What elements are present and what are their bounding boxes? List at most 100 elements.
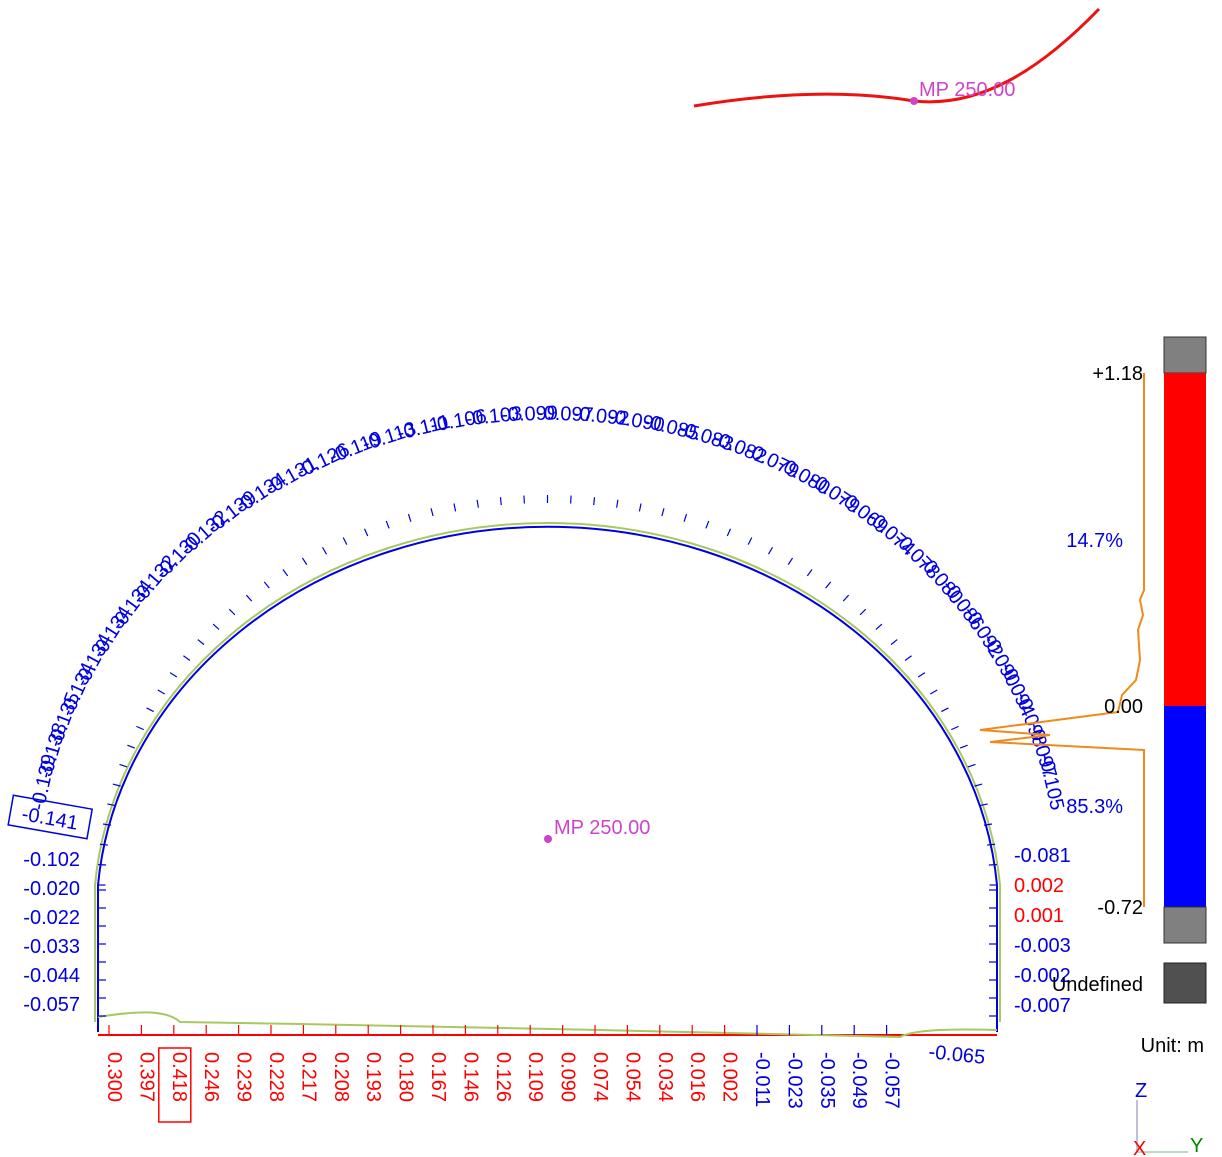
arch-tick: [385, 520, 390, 529]
arch-tick: [263, 581, 270, 589]
right-wall-value: -0.002: [1014, 965, 1071, 987]
arch-tick: [983, 823, 993, 826]
legend-negative: [1164, 706, 1206, 907]
arch-tick: [661, 508, 665, 517]
invert-value: 0.002: [719, 1052, 741, 1102]
arch-value-label: -0.105: [1034, 752, 1068, 812]
arch-tick: [875, 623, 883, 630]
arch-tick: [941, 707, 949, 713]
arch-tick: [806, 569, 813, 577]
invert-value: 0.016: [686, 1052, 708, 1102]
arch-tick: [959, 744, 968, 749]
arch-tick: [842, 594, 850, 602]
arch-tick: [825, 581, 832, 589]
invert-value: -0.049: [848, 1052, 870, 1109]
invert-value: 0.418: [168, 1052, 190, 1102]
arch-tick: [904, 655, 912, 661]
invert-labels: 0.300 0.397 0.418 0.246 0.239 0.228 0.217 0.208…: [103, 1047, 903, 1123]
invert-value: 0.034: [654, 1052, 676, 1102]
legend-under: [1163, 906, 1207, 944]
deformed-profile: [94, 522, 1001, 1022]
right-wall-value: -0.003: [1014, 935, 1071, 957]
invert-value: -0.057: [881, 1052, 903, 1109]
invert-value: 0.180: [395, 1052, 417, 1102]
invert-value: 0.074: [589, 1052, 611, 1102]
legend-histogram: [979, 373, 1145, 907]
left-wall-value: -0.020: [23, 878, 80, 900]
invert-value: -0.011: [751, 1052, 773, 1107]
arch-tick: [321, 546, 328, 555]
invert-value: 0.126: [492, 1052, 514, 1102]
arch-tick: [453, 503, 457, 512]
right-wall-value: 0.002: [1014, 875, 1064, 897]
arch-tick: [787, 557, 794, 565]
invert-value: 0.109: [524, 1052, 546, 1102]
arch-tick: [974, 783, 983, 787]
arch-tick: [979, 803, 988, 807]
right-wall-value: -0.081: [1014, 845, 1071, 867]
arch-value-label: -0.099: [501, 402, 558, 426]
left-max-box: -0.141: [7, 794, 94, 840]
color-legend: +1.18 0.00 -0.72 14.7% 85.3% Undefined U…: [979, 336, 1207, 1057]
arch-tick: [407, 513, 412, 522]
arch-tick: [951, 725, 959, 731]
x-axis-label: X: [1133, 1138, 1146, 1157]
arch-tick: [917, 672, 926, 678]
tunnel-profile: [97, 525, 998, 1032]
invert-value: 0.208: [330, 1052, 352, 1102]
arch-tick: [987, 843, 996, 846]
axis-triad: Z X Y: [1133, 1080, 1203, 1157]
right-wall-value: 0.001: [1014, 905, 1064, 927]
arch-tick: [890, 639, 898, 646]
arch-tick: [197, 639, 205, 646]
left-wall-value: -0.057: [23, 994, 80, 1016]
alignment-marker: [910, 97, 918, 105]
right-wall-value: -0.007: [1014, 995, 1071, 1017]
legend-max: +1.18: [1092, 363, 1143, 385]
invert-value: 0.090: [557, 1052, 579, 1102]
arch-tick: [747, 537, 753, 545]
invert-max-box: [158, 1047, 192, 1123]
right-wall-labels: -0.081 0.002 0.001 -0.003 -0.002 -0.007: [1014, 845, 1071, 1017]
arch-tick: [99, 843, 108, 846]
arch-tick: [146, 707, 154, 713]
invert-value: 0.228: [265, 1052, 287, 1102]
arch-tick: [169, 672, 178, 678]
arch-tick: [136, 725, 144, 731]
invert-value: -0.023: [783, 1052, 805, 1109]
arch-tick: [767, 546, 774, 555]
arch-tick: [683, 513, 688, 522]
invert-value: 0.300: [103, 1052, 125, 1102]
arch-tick: [499, 497, 502, 506]
alignment-curve: [693, 7, 1101, 108]
legend-over: [1163, 336, 1207, 374]
left-wall-value: -0.033: [23, 936, 80, 958]
arch-tick: [157, 689, 166, 695]
center-marker: [544, 835, 552, 843]
arch-tick: [228, 608, 236, 616]
arch-tick: [212, 623, 220, 630]
left-wall-labels: -0.102 -0.020 -0.022 -0.033 -0.044 -0.057: [23, 849, 80, 1016]
arch-tick: [929, 689, 938, 695]
arch-tick: [705, 520, 710, 529]
arch-tick: [476, 499, 479, 508]
arch-tick: [616, 499, 619, 508]
left-wall-value: -0.044: [23, 965, 80, 987]
left-wall-value: -0.022: [23, 907, 80, 929]
arch-tick: [430, 508, 434, 517]
arch-tick: [107, 803, 116, 807]
invert-deformed: [97, 1011, 998, 1039]
tunnel-outline: [94, 495, 1001, 1039]
arch-tick: [726, 528, 732, 537]
bottom-right-value: -0.065: [927, 1041, 986, 1069]
center-label: MP 250.00: [554, 817, 650, 839]
legend-zero: 0.00: [1104, 696, 1143, 718]
left-wall-value: -0.102: [23, 849, 80, 871]
arch-tick: [342, 537, 348, 545]
left-max-value: -0.141: [20, 803, 80, 835]
invert-ticks: [108, 1025, 888, 1035]
legend-min: -0.72: [1097, 897, 1143, 919]
invert-value: 0.397: [135, 1052, 157, 1102]
arch-tick: [183, 655, 191, 661]
